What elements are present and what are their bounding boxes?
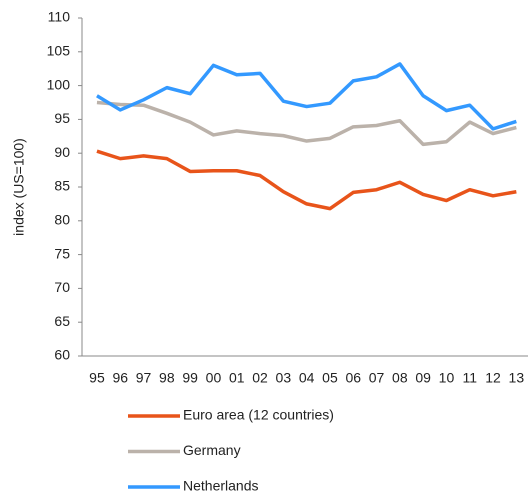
y-tick-label: 95 [54, 110, 70, 126]
y-axis-label: index (US=100) [11, 138, 27, 236]
x-tick-label: 06 [345, 370, 361, 386]
legend-label: Netherlands [183, 478, 259, 492]
x-tick-label: 96 [112, 370, 128, 386]
y-tick-label: 110 [48, 9, 71, 25]
x-tick-label: 95 [89, 370, 105, 386]
legend-label: Germany [183, 442, 241, 458]
x-tick-label: 08 [392, 370, 408, 386]
x-tick-label: 04 [299, 370, 315, 386]
y-tick-label: 80 [54, 212, 70, 228]
x-tick-label: 01 [229, 370, 245, 386]
x-tick-label: 03 [276, 370, 292, 386]
y-tick-label: 70 [54, 279, 70, 295]
y-tick-label: 85 [54, 178, 70, 194]
series-line [96, 100, 517, 147]
x-tick-label: 09 [415, 370, 431, 386]
y-tick-label: 60 [54, 347, 70, 363]
y-tick-label: 90 [54, 144, 70, 160]
y-tick-label: 75 [54, 245, 70, 261]
series-line [96, 62, 517, 131]
y-tick-label: 100 [47, 76, 71, 92]
x-tick-label: 02 [252, 370, 268, 386]
x-tick-label: 12 [485, 370, 501, 386]
x-tick-label: 99 [182, 370, 198, 386]
legend-label: Euro area (12 countries) [183, 407, 334, 423]
series-line [96, 149, 517, 211]
x-tick-label: 11 [462, 370, 477, 386]
x-tick-label: 10 [439, 370, 455, 386]
x-tick-label: 00 [206, 370, 222, 386]
y-tick-label: 65 [54, 313, 70, 329]
x-tick-label: 07 [369, 370, 385, 386]
x-tick-label: 13 [509, 370, 525, 386]
x-tick-label: 98 [159, 370, 175, 386]
x-tick-label: 97 [136, 370, 152, 386]
y-tick-label: 105 [47, 43, 71, 59]
x-tick-label: 05 [322, 370, 338, 386]
